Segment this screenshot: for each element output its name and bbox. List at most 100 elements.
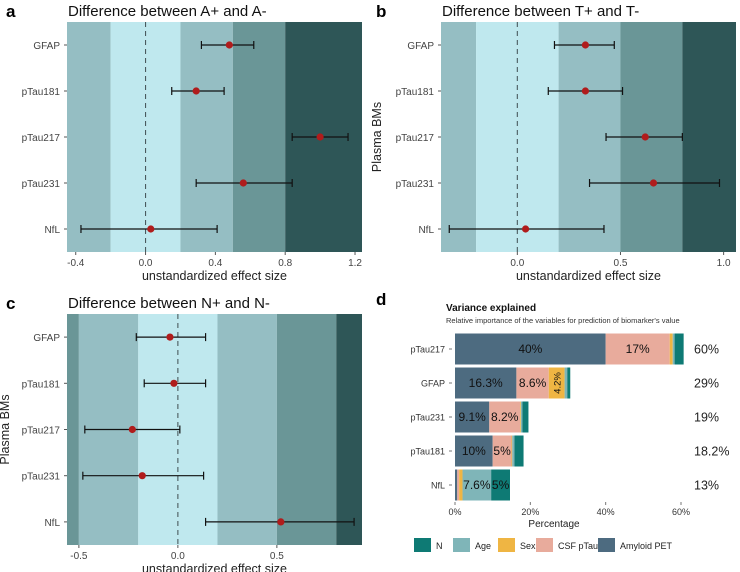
estimate-point-b-pTau231 [649,179,658,187]
estimate-point-b-GFAP [581,41,590,49]
y-tick-label-c: pTau231 [22,472,61,483]
legend-label: N [436,541,443,551]
bar-segment-label-GFAP: 8.6% [519,376,547,390]
effect-band-a-3 [110,22,181,252]
bar-segment-n-pTau231 [522,401,529,433]
legend-label: CSF pTau [558,541,598,551]
bar-total-label: 18.2% [694,445,729,459]
x-axis-label-b: unstandardized effect size [516,269,661,283]
estimate-point-c-pTau217 [128,425,136,434]
d-x-tick-label: 20% [521,507,539,517]
y-tick-label-b: pTau181 [396,87,435,98]
d-x-tick-label: 60% [672,507,690,517]
x-axis-label-c: unstandardized effect size [142,562,287,572]
bar-segment-label-NfL: 7.6% [463,478,491,492]
bar-segment-n-pTau217 [674,333,684,365]
bar-segment-csf-ptau-pTau231 [489,401,521,433]
legend-swatch-csf-ptau [536,538,553,552]
estimate-point-a-GFAP [225,41,233,49]
x-tick-label-a: 0.0 [139,258,153,269]
bar-segment-sex-pTau231 [520,401,521,433]
bar-segment-label-GFAP: 4.2% [553,372,564,394]
legend-label: Sex [520,541,536,551]
d-x-tick-label: 0% [448,507,461,517]
legend-swatch-age [453,538,470,552]
effect-band-a-5 [232,22,286,252]
legend-label: Age [475,541,491,551]
bar-segment-label-pTau217: 40% [518,342,542,356]
bar-segment-csf-ptau-NfL [457,469,460,501]
d-x-axis-label: Percentage [528,519,580,530]
bar-segment-label-NfL: 5% [492,478,510,492]
estimate-point-a-pTau231 [239,179,247,187]
d-x-tick-label: 40% [597,507,615,517]
estimate-point-c-pTau181 [170,379,178,387]
x-tick-label-c: 0.0 [171,551,185,562]
y-axis-label-c: Plasma BMs [0,394,12,464]
bar-segment-sex-NfL [459,469,463,501]
bar-segment-csf-ptau-pTau181 [492,435,512,467]
bar-segment-n-pTau181 [514,435,524,467]
panel-title-a: Difference between A+ and A- [68,3,267,20]
panel-letter-a: a [6,2,16,21]
bar-segment-label-GFAP: 16.3% [469,376,503,390]
bar-category-label: pTau181 [410,447,445,457]
bar-segment-age-pTau181 [512,435,515,467]
effect-band-b-3 [476,22,559,252]
panel-subtitle-d: Relative importance of the variables for… [446,316,680,325]
legend-swatch-amyloid-pet [598,538,615,552]
bar-segment-csf-ptau-pTau217 [605,333,670,365]
x-tick-label-c: -0.5 [70,551,88,562]
y-tick-label-a: pTau181 [22,87,61,98]
panel-letter-d: d [376,290,386,309]
estimate-point-a-NfL [147,225,155,233]
panel-b: GFAP pTau181 pTau217 pTau231 NfL 0.0 0.5 1.0 uns… [370,2,736,283]
estimate-point-b-pTau181 [581,87,590,95]
bar-total-label: 19% [694,411,719,425]
estimate-point-b-pTau217 [641,133,649,141]
y-tick-label-c: NfL [44,518,60,529]
x-tick-label-b: 0.0 [510,258,524,269]
bar-category-label: NfL [431,481,445,491]
y-tick-label-c: pTau181 [22,379,61,390]
effect-band-b-6 [682,22,736,252]
estimate-point-c-GFAP [166,333,174,341]
estimate-point-c-pTau231 [138,472,146,480]
x-tick-label-a: 0.8 [278,258,292,269]
estimate-point-a-pTau217 [316,133,324,141]
bar-total-label: 13% [694,479,719,493]
estimate-point-c-NfL [277,518,285,526]
x-tick-label-b: 0.5 [614,258,628,269]
bar-segment-label-pTau231: 9.1% [458,410,486,424]
bar-segment-amyloid-pet-GFAP [455,367,517,399]
y-tick-label-a: GFAP [33,41,60,52]
bar-segment-sex-GFAP [548,367,565,399]
y-tick-label-c: GFAP [33,333,60,344]
panel-title-c: Difference between N+ and N- [68,295,270,312]
bar-segment-n-NfL [491,469,510,501]
effect-band-a-4 [180,22,233,252]
x-tick-label-a: 1.2 [348,258,362,269]
effect-band-a-2 [67,22,111,252]
x-tick-label-a: 0.4 [208,258,222,269]
effect-band-c-6 [336,314,362,545]
panel-title-b: Difference between T+ and T- [442,3,639,20]
panel-letter-c: c [6,294,15,313]
bar-segment-age-pTau217 [672,333,675,365]
legend-swatch-n [414,538,431,552]
bar-segment-amyloid-pet-pTau231 [455,401,490,433]
y-tick-label-b: NfL [418,225,434,236]
legend-swatch-sex [498,538,515,552]
estimate-point-b-NfL [521,225,530,233]
panel-title-d: Variance explained [446,303,536,314]
panel-a: GFAP pTau181 pTau217 pTau231 NfL -0.4 0.0 0.4 0.… [6,2,362,283]
bar-segment-n-GFAP [567,367,571,399]
y-tick-label-b: pTau217 [396,133,435,144]
x-axis-label-a: unstandardized effect size [142,269,287,283]
bar-total-label: 60% [694,343,719,357]
bar-category-label: GFAP [421,379,445,389]
effect-band-c-4 [217,314,277,545]
y-tick-label-a: pTau231 [22,179,61,190]
y-tick-label-a: pTau217 [22,133,61,144]
